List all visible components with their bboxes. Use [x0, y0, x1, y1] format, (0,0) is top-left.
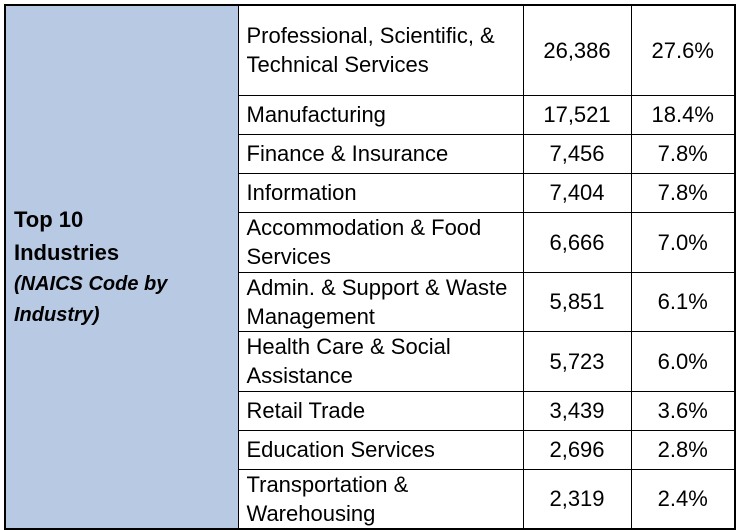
industry-percent: 7.8%: [630, 172, 736, 213]
industry-percent: 3.6%: [630, 390, 736, 431]
header-subtitle-line1: (NAICS Code by: [14, 272, 168, 295]
industry-percent: 18.4%: [630, 94, 736, 135]
table-row: Retail Trade 3,439 3.6%: [5, 390, 736, 431]
header-title-line2: Industries: [14, 239, 120, 265]
industry-percent: 6.0%: [630, 330, 736, 392]
header-subtitle-line2: Industry): [14, 303, 100, 326]
table-row: Admin. & Support & Waste Management 5,85…: [5, 271, 736, 332]
industry-name: Education Services: [237, 429, 524, 470]
industry-count: 2,319: [522, 468, 632, 529]
industry-percent: 7.0%: [630, 211, 736, 273]
industry-percent: 2.8%: [630, 429, 736, 470]
industry-count: 5,851: [522, 271, 632, 332]
industry-name: Retail Trade: [237, 390, 524, 431]
table-row: Health Care & Social Assistance 5,723 6.…: [5, 330, 736, 392]
industry-count: 7,404: [522, 172, 632, 213]
industry-percent: 7.8%: [630, 133, 736, 174]
industry-count: 2,696: [522, 429, 632, 470]
industry-name: Admin. & Support & Waste Management: [237, 271, 524, 332]
industry-name: Accommodation & Food Services: [237, 211, 524, 273]
industry-percent: 6.1%: [630, 271, 736, 332]
table-row: Education Services 2,696 2.8%: [5, 429, 736, 470]
table-row: Accommodation & Food Services 6,666 7.0%: [5, 211, 736, 273]
header-title-line1: Top 10: [14, 206, 84, 232]
industry-percent: 27.6%: [630, 4, 736, 96]
industry-name: Professional, Scientific, & Technical Se…: [237, 4, 524, 96]
industry-name: Manufacturing: [237, 94, 524, 135]
industry-name: Transportation & Warehousing: [237, 468, 524, 529]
industries-table-wrapper: Top 10 Industries (NAICS Code by Industr…: [4, 4, 736, 530]
industry-name: Information: [237, 172, 524, 213]
table-row: Top 10 Industries (NAICS Code by Industr…: [4, 4, 736, 529]
industry-count: 26,386: [522, 4, 632, 96]
industry-count: 3,439: [522, 390, 632, 431]
industry-percent: 2.4%: [630, 468, 736, 529]
industry-count: 5,723: [522, 330, 632, 392]
industry-count: 17,521: [522, 94, 632, 135]
table-row: Manufacturing 17,521 18.4%: [5, 94, 736, 135]
industry-count: 6,666: [522, 211, 632, 273]
industry-name: Health Care & Social Assistance: [237, 330, 524, 392]
row-header-cell: Top 10 Industries (NAICS Code by Industr…: [4, 4, 239, 529]
top-industries-table: Top 10 Industries (NAICS Code by Industr…: [4, 4, 736, 530]
industry-count: 7,456: [522, 133, 632, 174]
industry-name: Finance & Insurance: [237, 133, 524, 174]
table-row: Transportation & Warehousing 2,319 2.4%: [5, 468, 736, 529]
